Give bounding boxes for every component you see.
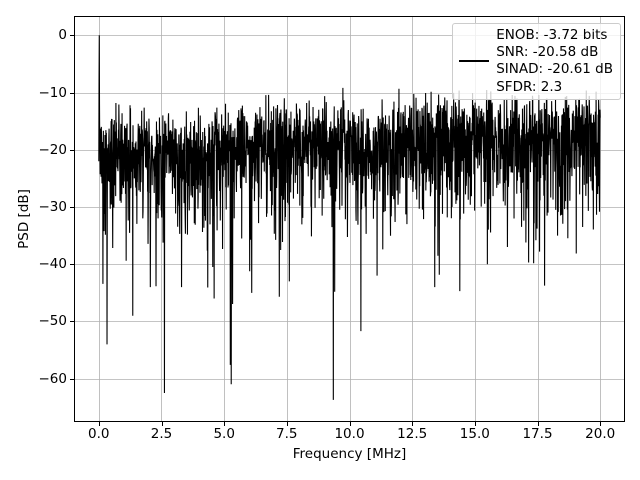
y-tick-label: −60 — [38, 370, 68, 387]
x-tick-mark — [349, 422, 351, 426]
y-tick-mark — [70, 35, 74, 37]
x-tick-mark — [286, 422, 288, 426]
y-tick-label: −50 — [38, 313, 68, 330]
x-tick-label: 2.5 — [150, 426, 173, 442]
y-tick-mark — [70, 92, 74, 94]
x-tick-label: 12.5 — [397, 426, 428, 442]
x-axis-label: Frequency [MHz] — [292, 446, 407, 462]
legend-entry: SFDR: 2.3 — [496, 78, 563, 95]
x-tick-mark — [98, 422, 100, 426]
x-tick-mark — [161, 422, 163, 426]
y-axis-label: PSD [dB] — [16, 189, 32, 249]
legend-entry: SINAD: -20.61 dB — [496, 61, 613, 78]
y-tick-label: −10 — [38, 84, 68, 101]
y-tick-label: −20 — [38, 141, 68, 158]
y-tick-mark — [70, 149, 74, 151]
y-tick-mark — [70, 378, 74, 380]
y-tick-mark — [70, 321, 74, 323]
legend-entries: ENOB: -3.72 bits SNR: -20.58 dB SINAD: -20… — [496, 27, 613, 96]
x-tick-label: 15.0 — [459, 426, 490, 442]
y-tick-mark — [70, 207, 74, 208]
y-tick-label: 0 — [58, 27, 67, 44]
legend-entry: ENOB: -3.72 bits — [496, 27, 608, 43]
x-tick-label: 7.5 — [276, 426, 298, 442]
x-tick-label: 20.0 — [585, 426, 616, 442]
x-tick-label: 5.0 — [213, 426, 235, 442]
y-tick-mark — [70, 264, 74, 266]
y-tick-label: −30 — [38, 199, 68, 215]
x-tick-label: 10.0 — [334, 426, 365, 442]
legend-line-swatch — [459, 60, 490, 63]
y-tick-label: −40 — [38, 256, 68, 273]
x-tick-mark — [600, 422, 602, 426]
x-tick-mark — [474, 422, 476, 426]
x-tick-mark — [537, 422, 539, 426]
x-tick-label: 0.0 — [88, 426, 110, 442]
x-tick-label: 17.5 — [522, 426, 553, 442]
plot-area: ENOB: -3.72 bits SNR: -20.58 dB SINAD: -20… — [74, 16, 625, 422]
legend: ENOB: -3.72 bits SNR: -20.58 dB SINAD: -20… — [452, 23, 621, 100]
x-tick-mark — [412, 422, 414, 426]
x-tick-mark — [224, 422, 226, 426]
legend-entry: SNR: -20.58 dB — [496, 44, 599, 61]
